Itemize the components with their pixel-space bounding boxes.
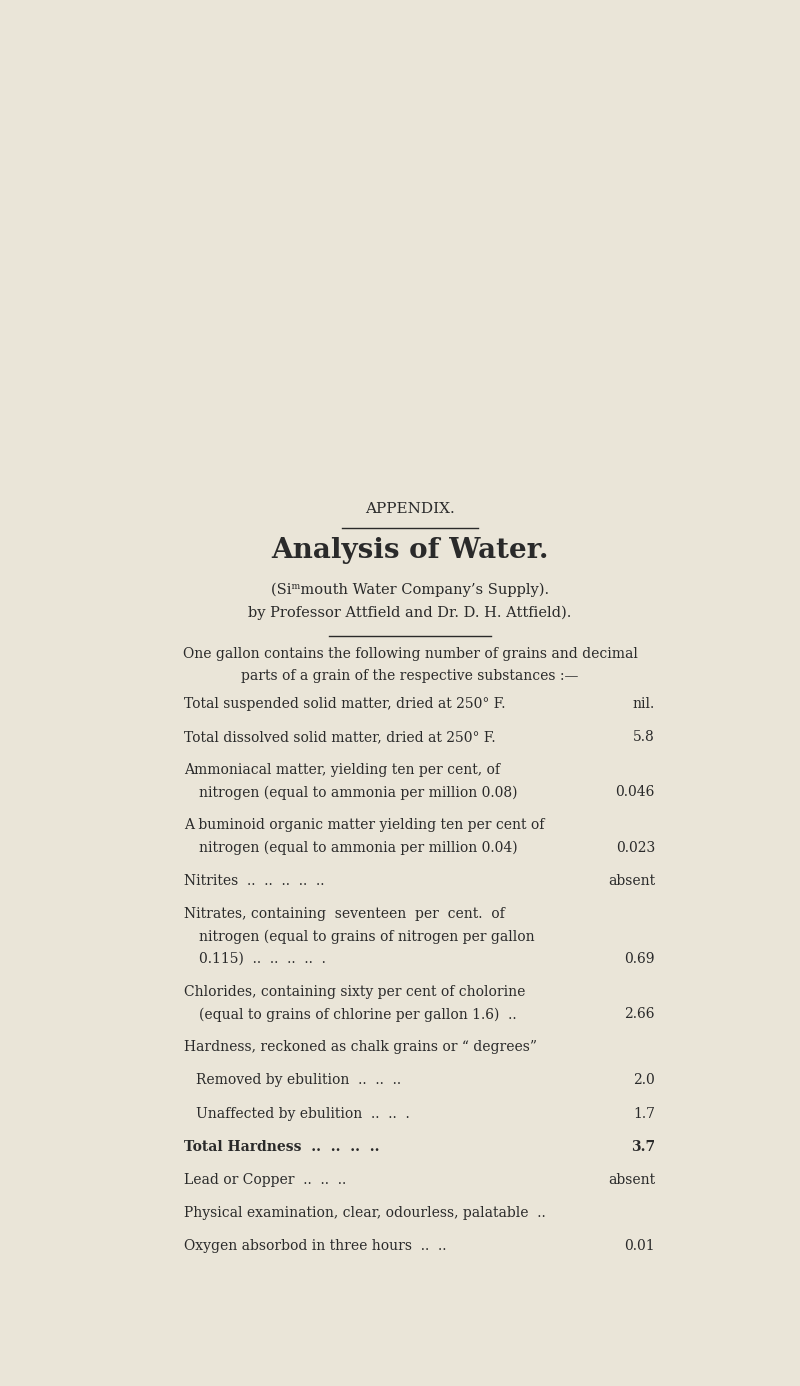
Text: 0.01: 0.01 [624,1239,655,1253]
Text: 0.69: 0.69 [624,952,655,966]
Text: 1.7: 1.7 [633,1106,655,1120]
Text: Hardness, reckoned as chalk grains or “ degrees”: Hardness, reckoned as chalk grains or “ … [184,1041,537,1055]
Text: Total Hardness  ..  ..  ..  ..: Total Hardness .. .. .. .. [184,1139,379,1153]
Text: nil.: nil. [633,697,655,711]
Text: by Professor Attfield and Dr. D. H. Attfield).: by Professor Attfield and Dr. D. H. Attf… [248,606,572,621]
Text: One gallon contains the following number of grains and decimal: One gallon contains the following number… [182,647,638,661]
Text: nitrogen (equal to grains of nitrogen per gallon: nitrogen (equal to grains of nitrogen pe… [199,930,535,944]
Text: 2.0: 2.0 [633,1074,655,1088]
Text: Physical examination, clear, odourless, palatable  ..: Physical examination, clear, odourless, … [184,1206,546,1220]
Text: Nitrates, containing  seventeen  per  cent.  of: Nitrates, containing seventeen per cent.… [184,906,505,920]
Text: 5.8: 5.8 [633,730,655,744]
Text: 0.115)  ..  ..  ..  ..  .: 0.115) .. .. .. .. . [199,952,326,966]
Text: Chlorides, containing sixty per cent of cholorine: Chlorides, containing sixty per cent of … [184,985,525,999]
Text: Total suspended solid matter, dried at 250° F.: Total suspended solid matter, dried at 2… [184,697,506,711]
Text: Removed by ebulition  ..  ..  ..: Removed by ebulition .. .. .. [196,1074,402,1088]
Text: 3.7: 3.7 [630,1139,655,1153]
Text: Ammoniacal matter, yielding ten per cent, of: Ammoniacal matter, yielding ten per cent… [184,762,500,778]
Text: Oxygen absorbod in three hours  ..  ..: Oxygen absorbod in three hours .. .. [184,1239,446,1253]
Text: absent: absent [608,1173,655,1186]
Text: 0.046: 0.046 [615,786,655,800]
Text: Analysis of Water.: Analysis of Water. [271,536,549,564]
Text: APPENDIX.: APPENDIX. [365,503,455,517]
Text: 0.023: 0.023 [616,841,655,855]
Text: Total dissolved solid matter, dried at 250° F.: Total dissolved solid matter, dried at 2… [184,730,495,744]
Text: absent: absent [608,875,655,888]
Text: nitrogen (equal to ammonia per million 0.08): nitrogen (equal to ammonia per million 0… [199,786,518,800]
Text: Nitrites  ..  ..  ..  ..  ..: Nitrites .. .. .. .. .. [184,875,324,888]
Text: A buminoid organic matter yielding ten per cent of: A buminoid organic matter yielding ten p… [184,818,544,833]
Text: (equal to grains of chlorine per gallon 1.6)  ..: (equal to grains of chlorine per gallon … [199,1008,517,1021]
Text: Unaffected by ebulition  ..  ..  .: Unaffected by ebulition .. .. . [196,1106,410,1120]
Text: Lead or Copper  ..  ..  ..: Lead or Copper .. .. .. [184,1173,346,1186]
Text: nitrogen (equal to ammonia per million 0.04): nitrogen (equal to ammonia per million 0… [199,841,518,855]
Text: parts of a grain of the respective substances :—: parts of a grain of the respective subst… [242,669,578,683]
Text: 2.66: 2.66 [624,1008,655,1021]
Text: (Siᵐmouth Water Company’s Supply).: (Siᵐmouth Water Company’s Supply). [271,582,549,597]
